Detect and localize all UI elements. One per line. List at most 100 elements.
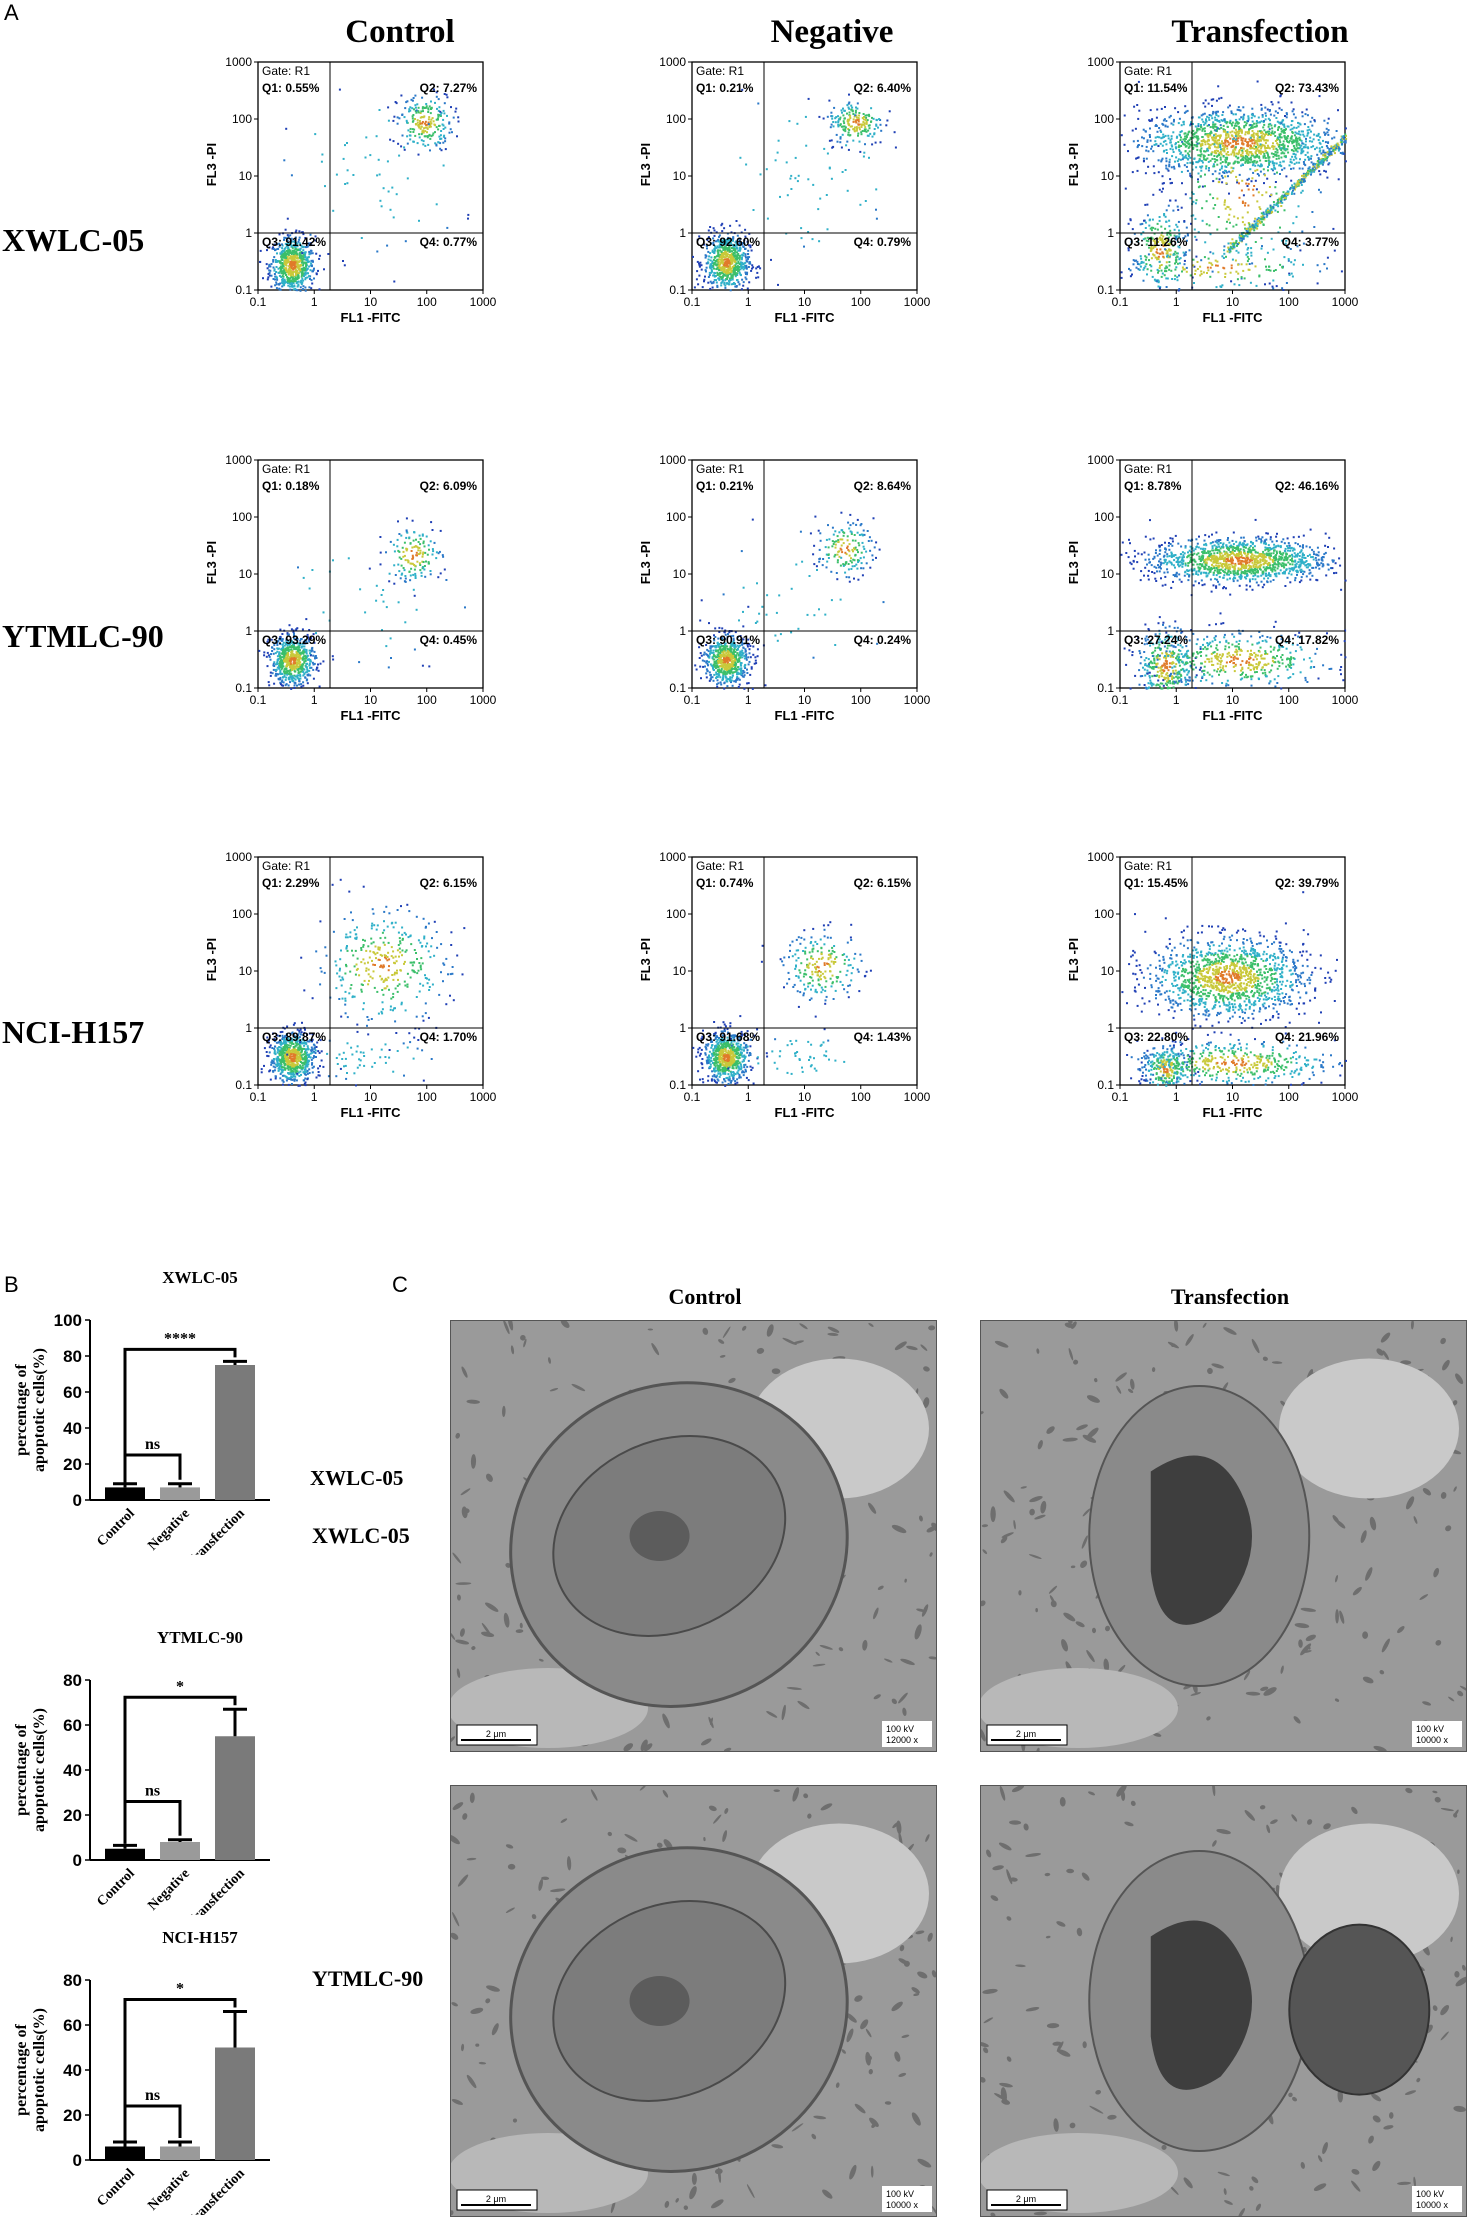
event-dot	[1181, 270, 1183, 273]
event-dot	[398, 117, 401, 120]
event-dot	[457, 120, 460, 123]
event-dot	[1245, 159, 1248, 162]
flow-row-label-ncih157: NCI-H157	[2, 1014, 145, 1050]
event-dot	[305, 618, 308, 621]
event-dot	[301, 252, 304, 255]
event-dot	[1213, 136, 1216, 139]
event-dot	[429, 124, 431, 127]
q4-label: Q4: 0.77%	[420, 235, 478, 249]
event-dot	[274, 278, 276, 281]
event-dot	[1161, 251, 1164, 254]
event-dot	[732, 268, 735, 271]
event-dot	[1212, 165, 1215, 168]
event-dot	[1251, 124, 1254, 127]
event-dot	[1279, 226, 1281, 229]
event-dot	[1219, 162, 1222, 165]
event-dot	[1178, 229, 1180, 232]
event-dot	[722, 267, 725, 270]
event-dot	[1213, 125, 1216, 128]
event-dot	[303, 673, 306, 676]
event-dot	[1237, 137, 1240, 140]
event-dot	[723, 237, 726, 240]
event-dot	[718, 275, 721, 278]
event-dot	[832, 145, 835, 148]
event-dot	[873, 128, 876, 130]
event-dot	[726, 249, 729, 252]
event-dot	[1298, 136, 1301, 139]
event-dot	[1264, 118, 1267, 121]
event-dot	[409, 130, 412, 133]
event-dot	[301, 231, 304, 234]
event-dot	[1283, 126, 1286, 129]
event-dot	[287, 268, 290, 271]
event-dot	[1246, 260, 1249, 263]
event-dot	[1312, 145, 1315, 148]
event-dot	[1267, 117, 1270, 120]
event-dot	[304, 251, 307, 254]
event-dot	[292, 278, 294, 281]
event-dot	[1260, 221, 1263, 223]
event-dot	[1163, 135, 1166, 138]
event-dot	[712, 241, 715, 244]
event-dot	[435, 203, 438, 206]
event-dot	[711, 262, 714, 264]
event-dot	[1185, 270, 1188, 273]
event-dot	[1237, 153, 1240, 156]
event-dot	[290, 687, 293, 690]
event-dot	[1200, 140, 1203, 142]
event-dot	[421, 131, 424, 134]
event-dot	[703, 278, 706, 281]
event-dot	[272, 246, 275, 249]
event-dot	[1310, 173, 1312, 176]
event-dot	[888, 110, 891, 113]
event-dot	[1147, 253, 1150, 256]
event-dot	[1251, 107, 1254, 110]
event-dot	[1281, 287, 1284, 290]
event-dot	[698, 262, 700, 265]
event-dot	[1184, 155, 1187, 158]
event-dot	[1219, 168, 1221, 171]
event-dot	[1254, 169, 1257, 172]
event-dot	[427, 123, 430, 126]
event-dot	[1154, 256, 1157, 259]
event-dot	[725, 261, 728, 264]
event-dot	[297, 666, 300, 669]
event-dot	[1232, 138, 1235, 140]
event-dot	[271, 646, 273, 649]
event-dot	[275, 276, 278, 279]
event-dot	[280, 255, 283, 258]
event-dot	[306, 668, 309, 671]
event-dot	[423, 115, 426, 118]
event-dot	[290, 267, 292, 269]
event-dot	[714, 245, 716, 248]
event-dot	[412, 119, 415, 122]
event-dot	[748, 281, 751, 284]
event-dot	[1251, 225, 1254, 228]
event-dot	[304, 289, 307, 292]
event-dot	[283, 159, 286, 162]
event-dot	[731, 278, 734, 281]
event-dot	[1259, 130, 1261, 133]
event-dot	[1259, 170, 1262, 173]
event-dot	[298, 649, 301, 651]
event-dot	[302, 249, 305, 252]
event-dot	[1313, 120, 1316, 123]
event-dot	[1189, 197, 1192, 200]
event-dot	[1321, 146, 1324, 149]
event-dot	[1277, 143, 1280, 146]
event-dot	[280, 262, 283, 265]
event-dot	[1173, 278, 1176, 281]
event-dot	[1314, 148, 1316, 151]
event-dot	[1170, 166, 1173, 169]
event-dot	[1221, 176, 1224, 179]
event-dot	[263, 654, 266, 657]
event-dot	[717, 251, 720, 254]
event-dot	[280, 276, 283, 278]
event-dot	[1180, 124, 1183, 127]
event-dot	[1169, 147, 1172, 150]
event-dot	[732, 283, 735, 285]
event-dot	[415, 109, 418, 112]
event-dot	[1245, 243, 1248, 246]
event-dot	[731, 243, 734, 246]
event-dot	[313, 641, 316, 644]
